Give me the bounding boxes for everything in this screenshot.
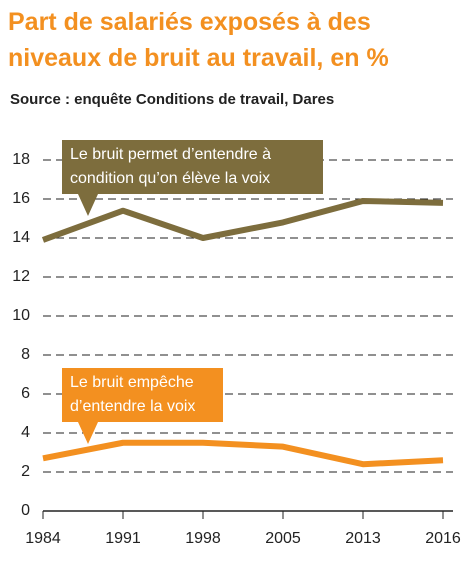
x-tick-label: 2016 [425,530,461,547]
y-tick-label: 2 [21,463,30,480]
y-tick-label: 14 [12,229,30,246]
y-tick-label: 12 [12,268,30,285]
y-tick-label: 8 [21,346,30,363]
y-tick-label: 6 [21,385,30,402]
series-line [41,197,444,243]
y-tick-label: 18 [12,151,30,168]
x-tick-label: 2005 [265,530,301,547]
x-tick-label: 2013 [345,530,381,547]
label-pointer [78,194,98,216]
y-tick-label: 0 [21,502,30,519]
y-tick-label: 16 [12,190,30,207]
series-label: Le bruit permet d’entendre à condition q… [62,140,323,194]
x-tick-label: 1998 [185,530,221,547]
y-tick-label: 10 [12,307,30,324]
x-tick-label: 1991 [105,530,141,547]
x-tick-label: 1984 [25,530,61,547]
source: Source : enquête Conditions de travail, … [10,91,335,108]
label-pointer [78,422,98,444]
chart-title: Part de salariés exposés à des niveaux d… [8,8,389,72]
series-label: Le bruit empêche d’entendre la voix [62,368,223,422]
series-line [42,439,444,468]
y-tick-label: 4 [21,424,30,441]
